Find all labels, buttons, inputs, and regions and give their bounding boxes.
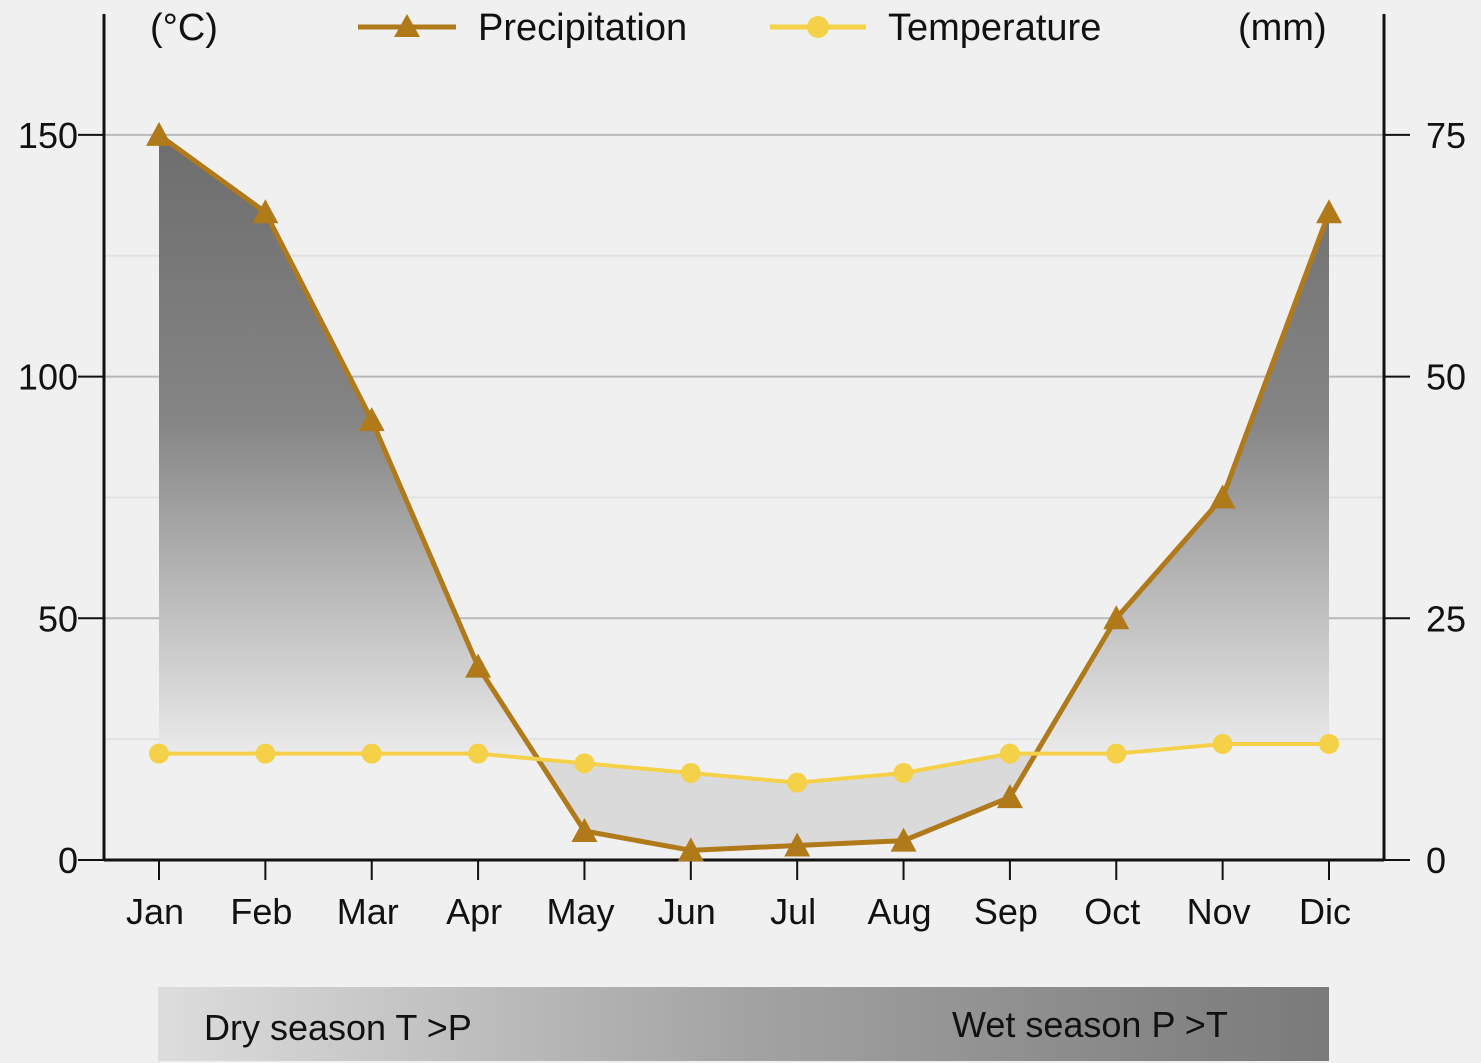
temperature-point — [255, 743, 276, 764]
precipitation-point — [1316, 199, 1342, 224]
temperature-point — [999, 743, 1020, 764]
y-left-tick-label: 0 — [58, 840, 78, 881]
temperature-point — [361, 743, 382, 764]
x-tick-label: Jun — [658, 891, 716, 932]
precipitation-point — [571, 817, 598, 842]
legend-temperature-label: Temperature — [888, 7, 1101, 49]
x-tick-label: Oct — [1084, 891, 1140, 932]
y-right-tick-label: 0 — [1426, 840, 1446, 881]
temperature-point — [574, 753, 595, 774]
x-tick-label: Nov — [1187, 891, 1251, 932]
legend-temperature-marker — [807, 16, 829, 38]
precipitation-point — [1103, 605, 1130, 630]
x-tick-label: Sep — [974, 891, 1038, 932]
temperature-point — [893, 762, 914, 783]
wet-season-area — [1035, 212, 1329, 754]
y-right-tick-label: 50 — [1426, 357, 1466, 398]
precipitation-point — [252, 199, 279, 224]
temperature-point — [1319, 733, 1339, 754]
x-tick-label: Dic — [1299, 891, 1351, 932]
precipitation-point — [890, 827, 917, 852]
axes: 0 50 100 150 0 25 50 75 Jan Feb Mar Apr May Jun Jul Aug… — [18, 14, 1466, 932]
season-fills — [159, 134, 1329, 851]
temperature-point — [149, 743, 169, 764]
temperature-point — [1212, 733, 1233, 754]
wet-season-area — [159, 134, 538, 760]
x-tick-label: Jan — [126, 891, 184, 932]
y-right-tick-label: 25 — [1426, 598, 1466, 639]
temperature-point — [787, 772, 808, 793]
legend: Precipitation Temperature — [358, 7, 1101, 49]
temperature-point — [468, 743, 489, 764]
dry-season-label: Dry season T >P — [204, 1007, 472, 1048]
temperature-point — [680, 762, 701, 783]
precipitation-line — [157, 132, 1332, 853]
x-tick-label: Mar — [337, 891, 399, 932]
precipitation-point — [677, 837, 704, 862]
season-band-bar — [158, 987, 1329, 1061]
x-tick-label: May — [546, 891, 614, 932]
y-right-axis-label: (mm) — [1238, 7, 1327, 49]
temperature-point — [1106, 743, 1127, 764]
precipitation-point — [146, 121, 172, 146]
y-left-tick-label: 150 — [18, 115, 78, 156]
temperature-line — [159, 741, 1329, 785]
y-left-axis-label: (°C) — [150, 7, 218, 49]
y-left-tick-label: 50 — [38, 598, 78, 639]
precipitation-point — [358, 407, 385, 432]
precipitation-point — [465, 653, 492, 678]
series — [146, 121, 1342, 862]
precipitation-point — [784, 832, 811, 857]
legend-precipitation-label: Precipitation — [478, 7, 687, 49]
x-tick-label: Apr — [446, 891, 502, 932]
y-right-tick-label: 75 — [1426, 115, 1466, 156]
x-tick-label: Aug — [868, 891, 932, 932]
precipitation-point — [996, 784, 1023, 809]
wet-season-label: Wet season P >T — [952, 1004, 1228, 1045]
season-band: Dry season T >P Wet season P >T — [158, 987, 1329, 1061]
x-tick-label: Feb — [230, 891, 292, 932]
legend-precipitation-marker — [394, 14, 420, 37]
x-tick-label: Jul — [770, 891, 816, 932]
y-left-tick-label: 100 — [18, 357, 78, 398]
precipitation-point — [1209, 484, 1236, 509]
